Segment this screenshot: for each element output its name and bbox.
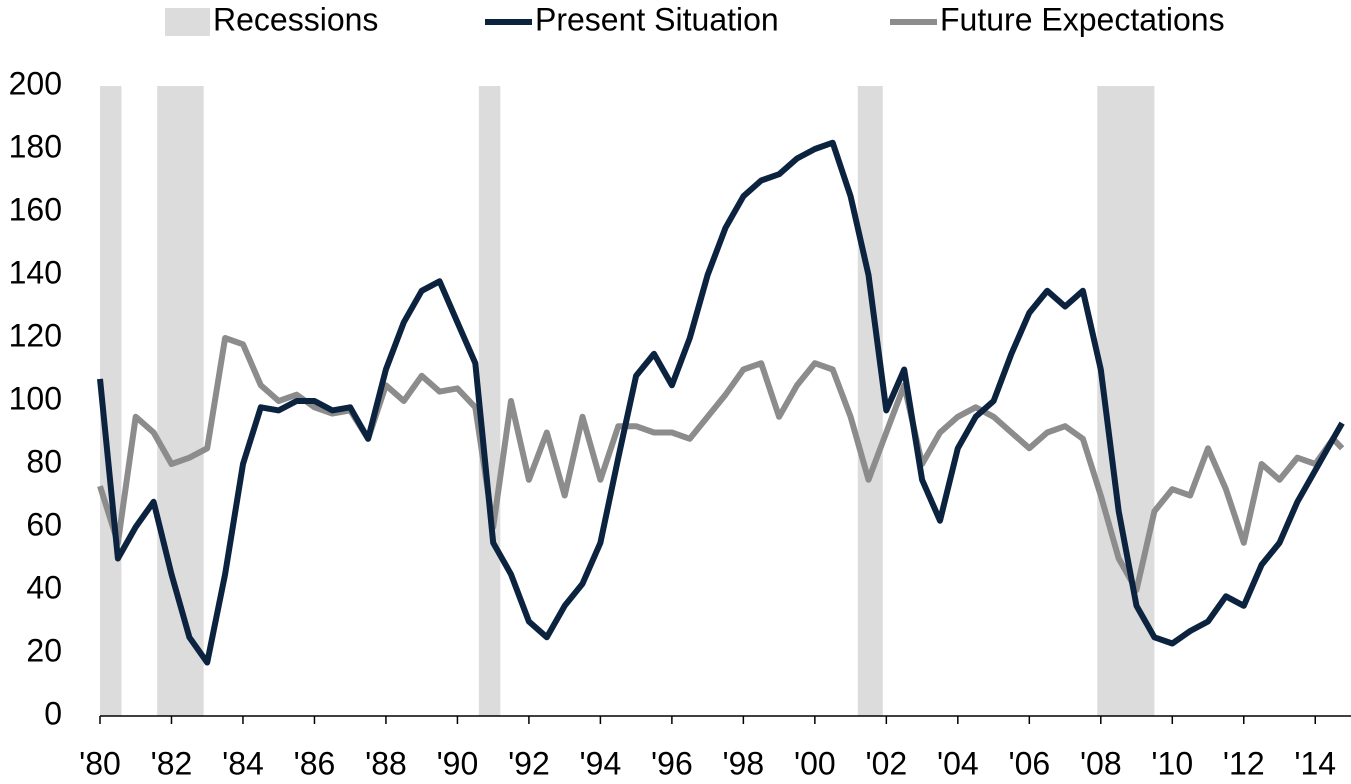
- legend-swatch: [165, 8, 210, 36]
- x-tick-label: '80: [79, 745, 121, 781]
- y-tick-label: 100: [9, 380, 62, 416]
- recession-band: [157, 86, 204, 716]
- x-tick-label: '88: [365, 745, 407, 781]
- x-tick-label: '12: [1223, 745, 1265, 781]
- x-tick-label: '94: [580, 745, 622, 781]
- x-tick-label: '84: [222, 745, 264, 781]
- series-line: [97, 139, 1345, 666]
- y-tick-label: 0: [44, 695, 62, 731]
- x-tick-label: '90: [437, 745, 479, 781]
- y-tick-label: 140: [9, 254, 62, 290]
- x-tick-label: '86: [294, 745, 336, 781]
- y-tick-label: 80: [26, 443, 62, 479]
- y-tick-label: 40: [26, 569, 62, 605]
- legend-label: Future Expectations: [940, 1, 1225, 37]
- x-tick-label: '14: [1294, 745, 1336, 781]
- y-tick-label: 160: [9, 191, 62, 227]
- x-tick-label: '10: [1151, 745, 1193, 781]
- x-tick-label: '82: [151, 745, 193, 781]
- y-tick-label: 60: [26, 506, 62, 542]
- x-tick-label: '92: [508, 745, 550, 781]
- y-tick-label: 200: [9, 65, 62, 101]
- x-tick-label: '06: [1008, 745, 1050, 781]
- x-tick-label: '96: [651, 745, 693, 781]
- y-tick-label: 20: [26, 632, 62, 668]
- legend-label: Recessions: [213, 1, 378, 37]
- y-tick-label: 180: [9, 128, 62, 164]
- recession-band: [857, 86, 883, 716]
- y-tick-label: 120: [9, 317, 62, 353]
- legend-label: Present Situation: [535, 1, 779, 37]
- x-tick-label: '08: [1080, 745, 1122, 781]
- x-tick-label: '02: [865, 745, 907, 781]
- series-line: [97, 335, 1345, 593]
- recession-band: [478, 86, 501, 716]
- x-tick-label: '98: [723, 745, 765, 781]
- x-tick-label: '00: [794, 745, 836, 781]
- x-tick-label: '04: [937, 745, 979, 781]
